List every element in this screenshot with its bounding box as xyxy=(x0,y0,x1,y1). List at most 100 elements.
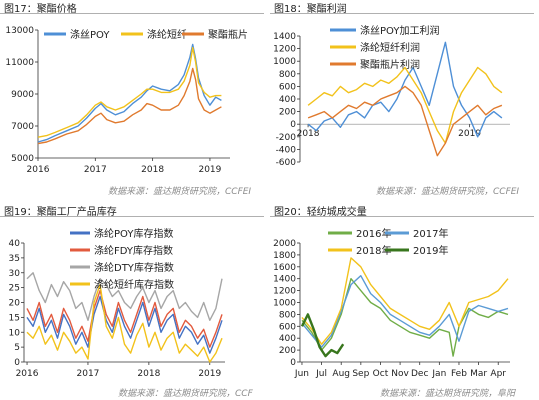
series-line-0 xyxy=(26,295,223,354)
panel-title: 图19：聚酯工厂产品库存 xyxy=(4,207,117,218)
x-tick-label: Jun xyxy=(294,369,309,379)
legend-label: 涤纶短纤 xyxy=(147,28,187,41)
x-tick-label: Dec xyxy=(411,369,428,379)
legend-label: 涤纶POY库存指数 xyxy=(94,227,173,240)
legend-label: 2018年 xyxy=(356,244,391,257)
y-tick-label: 1400 xyxy=(273,32,296,42)
x-tick-label: 2019 xyxy=(198,369,221,379)
series-line-2 xyxy=(307,85,503,157)
y-tick-label: 25 xyxy=(9,284,20,294)
x-tick-label: Apr xyxy=(490,369,506,379)
x-tick-label: Mar xyxy=(470,369,487,379)
panel-title: 图20：轻纺城成交量 xyxy=(274,207,367,218)
legend-label: 2019年 xyxy=(413,244,448,257)
legend-label: 涤纶FDY库存指数 xyxy=(94,244,173,257)
panel-textile-volume: 图20：轻纺城成交量 0 200 400 600 800 1000 1200 1400 1600… xyxy=(270,203,539,400)
x-tick-label: Oct xyxy=(373,369,389,379)
series-line-2 xyxy=(37,67,222,145)
x-tick-label: 2018 xyxy=(141,165,164,175)
x-tick-label: Sep xyxy=(352,369,369,379)
x-tick-label: Feb xyxy=(451,369,467,379)
x-tick-label: 2017 xyxy=(84,165,107,175)
series-line-1 xyxy=(26,289,223,348)
y-tick-label: 10 xyxy=(9,328,21,338)
y-tick-label: 0 xyxy=(290,358,296,368)
x-tick-label: 2016 xyxy=(16,369,39,379)
x-tick-label: 2018 xyxy=(137,369,160,379)
panel-title: 图17：聚酯价格 xyxy=(4,4,77,15)
panel-polyester-price: 图17：聚酯价格 5000 7000 9000 11000 13000 2016 2017 2… xyxy=(0,0,270,198)
y-tick-label: 15 xyxy=(9,313,20,323)
inventory-chart: 0 5 10 15 20 25 30 35 40 2016 2017 2018 2019 涤纶POY库存指… xyxy=(9,227,225,379)
legend-label: 涤丝POY加工利润 xyxy=(360,24,439,37)
y-tick-label: 5000 xyxy=(11,154,34,164)
x-tick-label: 2019 xyxy=(458,129,481,139)
title-divider xyxy=(270,216,534,217)
x-tick-label: 2018 xyxy=(297,129,320,139)
y-tick-label: 600 xyxy=(279,322,296,332)
panel-polyester-profit: 图18：聚酯利润 -600 -400 -200 0 200 400 600 800 1000 12… xyxy=(270,0,539,198)
profit-chart: -600 -400 -200 0 200 400 600 800 1000 1200 1400 201… xyxy=(273,24,510,168)
series-line-1 xyxy=(37,46,222,138)
y-tick-label: 11000 xyxy=(5,58,34,68)
y-tick-label: 20 xyxy=(9,299,21,309)
y-tick-label: 1200 xyxy=(273,287,296,297)
y-tick-label: 400 xyxy=(279,334,296,344)
y-tick-label: 2000 xyxy=(273,239,296,249)
legend-label: 涤纶短纤库存指数 xyxy=(94,278,174,291)
y-tick-label: 600 xyxy=(279,82,296,92)
x-tick-label: 2019 xyxy=(198,165,221,175)
series-line-3 xyxy=(26,283,223,363)
y-tick-label: 800 xyxy=(279,70,296,80)
series-line-0 xyxy=(301,277,509,357)
source-note: 数据来源：盛达期货研究院，CCFEI xyxy=(108,187,252,197)
y-tick-label: 1000 xyxy=(273,299,296,309)
y-tick-label: 800 xyxy=(279,310,296,320)
source-note: 数据来源：盛达期货研究院，CCFEI xyxy=(376,187,520,197)
y-tick-label: 1000 xyxy=(273,57,296,67)
y-tick-label: 1600 xyxy=(273,263,296,273)
series-line-0 xyxy=(307,41,503,138)
series-line-2 xyxy=(301,257,509,345)
price-chart: 5000 7000 9000 11000 13000 2016 2017 2018 2019 涤丝… xyxy=(5,26,248,175)
y-tick-label: 200 xyxy=(279,346,296,356)
panel-title: 图18：聚酯利润 xyxy=(274,4,347,15)
y-tick-label: 40 xyxy=(9,239,21,249)
legend-label: 2016年 xyxy=(356,227,391,240)
y-tick-label: 30 xyxy=(9,269,21,279)
y-tick-label: 5 xyxy=(14,343,20,353)
legend-label: 聚酯瓶片利润 xyxy=(360,58,420,71)
legend-label: 2017年 xyxy=(413,227,448,240)
series-line-3 xyxy=(300,313,345,358)
y-tick-label: 35 xyxy=(9,254,20,264)
title-divider xyxy=(270,13,534,14)
title-divider xyxy=(0,216,264,217)
y-tick-label: 1200 xyxy=(273,45,296,55)
source-note: 数据来源：盛达期货研究院，阜阳 xyxy=(380,389,516,399)
x-tick-label: Jul xyxy=(315,369,327,379)
y-tick-label: 400 xyxy=(279,95,296,105)
title-divider xyxy=(0,13,264,14)
y-tick-label: -200 xyxy=(276,133,297,143)
y-tick-label: 0 xyxy=(290,120,296,130)
x-tick-label: Aug xyxy=(332,369,350,379)
y-tick-label: -600 xyxy=(276,158,297,168)
y-tick-label: 1800 xyxy=(273,251,296,261)
series-line-1 xyxy=(301,274,509,348)
y-tick-label: 0 xyxy=(14,358,20,368)
x-tick-label: Nov xyxy=(391,369,409,379)
source-note: 数据来源：盛达期货研究院，CCF xyxy=(118,389,253,399)
x-tick-label: 2016 xyxy=(27,165,50,175)
y-tick-label: 13000 xyxy=(5,26,34,36)
x-tick-label: Jan xyxy=(431,369,446,379)
series-line-1 xyxy=(307,66,503,144)
legend-label: 涤纶短纤利润 xyxy=(360,41,420,54)
legend-label: 涤丝POY xyxy=(70,28,110,41)
legend-label: 聚酯瓶片 xyxy=(208,28,248,41)
legend-label: 涤纶DTY库存指数 xyxy=(94,261,174,274)
x-tick-label: 2017 xyxy=(77,369,100,379)
y-tick-label: 9000 xyxy=(11,90,34,100)
y-tick-label: -400 xyxy=(276,145,297,155)
panel-inventory: 图19：聚酯工厂产品库存 0 5 10 15 20 25 30 35 40 2016 2017 201… xyxy=(0,203,270,400)
